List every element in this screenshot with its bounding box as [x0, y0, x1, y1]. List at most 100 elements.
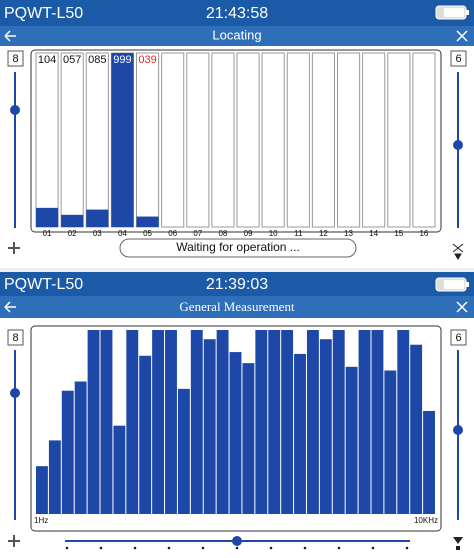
- channel-column: [261, 52, 285, 228]
- channel-bar: [86, 209, 109, 227]
- spectrum-bar: [384, 370, 397, 514]
- channel-reading: 104: [38, 54, 56, 66]
- slider-dot: [303, 546, 307, 550]
- slider-dot: [337, 546, 341, 550]
- move-icon[interactable]: [8, 535, 20, 547]
- spectrum-bar: [100, 330, 113, 514]
- spectrum-bar: [242, 363, 255, 514]
- channel-label: 11: [294, 229, 303, 238]
- spectrum-bar: [255, 330, 268, 514]
- battery: [435, 5, 469, 20]
- screen-title: General Measurement: [179, 299, 295, 314]
- value-box: [7, 50, 24, 67]
- channel-label: 08: [218, 229, 227, 238]
- channel-column: [136, 52, 160, 228]
- spectrum-bar: [397, 330, 410, 514]
- clock: 21:43:58: [206, 5, 268, 22]
- channel-bar: [111, 53, 134, 227]
- spectrum-bar: [229, 352, 242, 514]
- spectrum-bar: [48, 440, 61, 514]
- slider-knob[interactable]: [453, 425, 463, 435]
- spectrum-bar: [332, 330, 345, 514]
- spectrum-bar: [126, 330, 139, 514]
- bottom-slider[interactable]: [65, 536, 410, 550]
- spectrum-bar: [61, 390, 74, 514]
- channel-label: 01: [43, 229, 52, 238]
- marker-icon[interactable]: [452, 243, 464, 260]
- spectrum-bar: [371, 330, 384, 514]
- spectrum-bar: [358, 330, 371, 514]
- device-name: PQWT-L50: [4, 5, 83, 22]
- header-bar: [0, 0, 474, 26]
- slider-knob[interactable]: [10, 105, 20, 115]
- left-value: 8: [12, 332, 18, 344]
- channel-reading: 085: [88, 54, 106, 66]
- spectrum-bar: [294, 353, 306, 514]
- device-name: PQWT-L50: [4, 276, 83, 293]
- spectrum-bar: [165, 330, 177, 514]
- value-box: [7, 329, 24, 346]
- slider-knob[interactable]: [453, 140, 463, 150]
- channel-reading: 999: [113, 54, 131, 66]
- slider-dot: [167, 546, 171, 550]
- right-value: 6: [455, 53, 461, 65]
- move-icon[interactable]: [8, 242, 20, 254]
- channel-label: 05: [143, 229, 152, 238]
- spectrum-bar: [345, 366, 358, 514]
- slider-dot: [269, 546, 273, 550]
- spectrum-bar: [319, 339, 332, 514]
- slider-dot: [235, 546, 239, 550]
- slider-knob[interactable]: [232, 536, 242, 546]
- spectrum-bar: [410, 344, 423, 514]
- end-label: 10KHz: [414, 516, 438, 525]
- spectrum-bar: [190, 330, 203, 514]
- channel-label: 15: [394, 229, 403, 238]
- channel-column: [311, 52, 335, 228]
- spectrum: [36, 330, 435, 514]
- divider: [0, 268, 474, 272]
- close-button[interactable]: [456, 301, 468, 313]
- slider-dot: [65, 546, 69, 550]
- channel-column: [161, 52, 185, 228]
- marker-icon[interactable]: [453, 537, 463, 550]
- channel-column: [186, 52, 210, 228]
- channel-label: 03: [93, 229, 102, 238]
- spectrum-bar: [113, 425, 126, 514]
- screen-title: Locating: [212, 27, 261, 42]
- spectrum-bar: [139, 355, 152, 514]
- channel-column: [60, 52, 84, 228]
- spectrum-bar: [423, 410, 435, 514]
- channel-bar: [61, 214, 84, 227]
- battery: [435, 277, 469, 292]
- start-label: 1Hz: [34, 516, 48, 525]
- channel-label: 10: [269, 229, 278, 238]
- channel-reading: 057: [63, 54, 81, 66]
- channel-column: [337, 52, 361, 228]
- status: Waiting for operation ...: [176, 240, 300, 254]
- channel-bar: [36, 207, 59, 227]
- back-button[interactable]: [4, 301, 16, 313]
- channel-label: 09: [244, 229, 253, 238]
- close-button[interactable]: [456, 30, 468, 42]
- spectrum-bar: [152, 330, 165, 514]
- value-box: [450, 50, 467, 67]
- spectrum-bar: [203, 339, 216, 514]
- spectrum-bar: [216, 330, 229, 514]
- channel-label: 07: [193, 229, 202, 238]
- slider-dot: [99, 546, 103, 550]
- channel-label: 14: [369, 229, 378, 238]
- channel-column: [35, 52, 59, 228]
- back-button[interactable]: [4, 30, 16, 42]
- channel-column: [236, 52, 260, 228]
- spectrum-bar: [87, 330, 100, 514]
- slider-dot: [201, 546, 205, 550]
- spectrum-bar: [177, 388, 190, 514]
- slider-knob[interactable]: [10, 388, 20, 398]
- value-box: [450, 329, 467, 346]
- title-bar: [0, 26, 474, 46]
- channels: 104 01 057 02 085 03 999 04 039 05 06 07 08 09 10 11 12 1…: [35, 52, 436, 238]
- channel-label: 13: [344, 229, 353, 238]
- spectrum-bar: [281, 330, 294, 514]
- channel-column: [362, 52, 386, 228]
